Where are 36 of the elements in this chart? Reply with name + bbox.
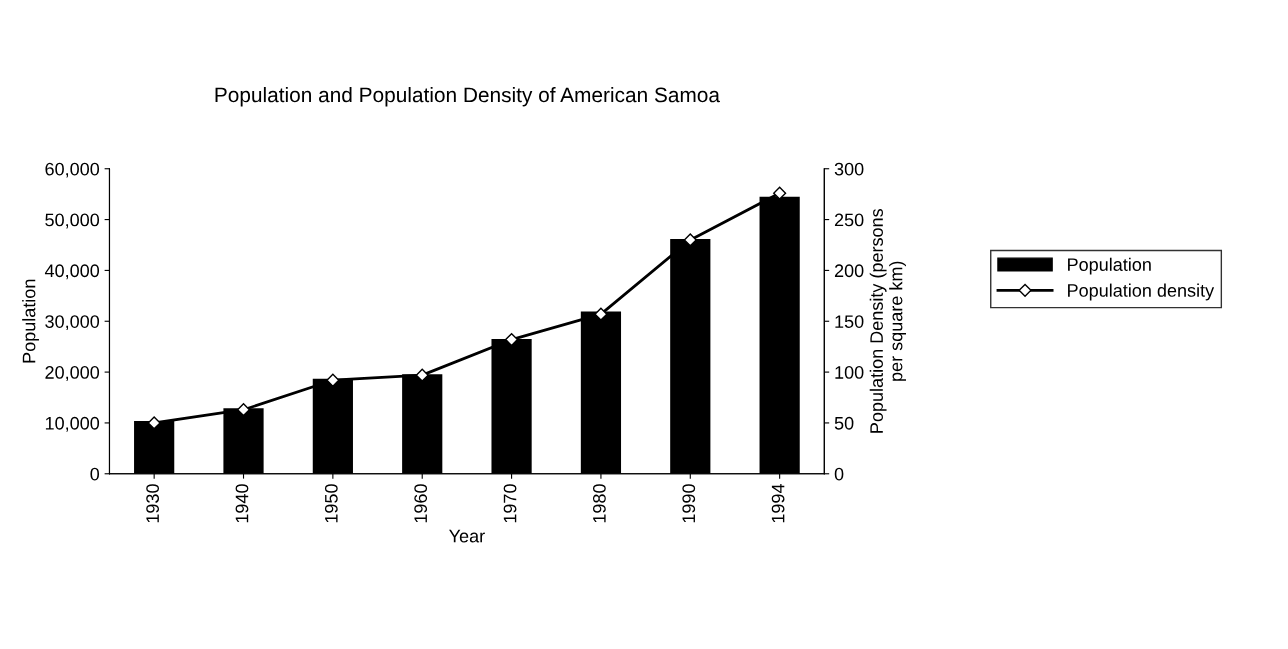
y2-axis-title: Population Density (persons per square km)	[869, 208, 906, 433]
legend-label: Population density	[1068, 283, 1215, 301]
x-tick-label: 1994	[771, 484, 785, 523]
y2-tick-label: 200	[834, 264, 864, 278]
x-tick-label: 1960	[414, 484, 428, 523]
x-tick-label: 1970	[503, 484, 517, 523]
point	[415, 368, 429, 382]
y2-tick-label: 100	[835, 366, 864, 379]
chart-title: Population and Population Density of American Samoa	[215, 86, 720, 107]
point	[236, 403, 251, 417]
point	[594, 307, 608, 321]
y-axis-title: Population	[22, 279, 39, 363]
y2-tick-label: 0	[834, 467, 844, 481]
y-tick-label: 40,000	[44, 264, 100, 280]
point	[326, 373, 340, 387]
x-tick-label: 1950	[324, 484, 338, 523]
point	[147, 416, 161, 430]
point	[773, 186, 787, 200]
point	[683, 233, 697, 247]
y-tick-label: 60,000	[45, 162, 100, 178]
y-tick-label: 0	[90, 467, 100, 481]
x-tick-label: 1990	[682, 484, 696, 523]
x-tick-label: 1930	[146, 484, 159, 523]
y2-tick-label: 250	[834, 213, 864, 227]
x-axis-title: Year	[449, 529, 485, 543]
y2-tick-label: 50	[834, 416, 854, 430]
y2-tick-label: 150	[835, 315, 864, 328]
y-tick-label: 30,000	[45, 315, 100, 331]
y-tick-label: 20,000	[45, 366, 100, 381]
x-tick-label: 1940	[235, 484, 249, 523]
y-tick-label: 10,000	[45, 416, 100, 432]
y2-tick-label: 300	[834, 162, 864, 176]
point	[504, 332, 519, 347]
legend-label: Population	[1068, 257, 1151, 275]
x-tick-label: 1980	[592, 484, 606, 523]
y-tick-label: 50,000	[45, 213, 100, 229]
